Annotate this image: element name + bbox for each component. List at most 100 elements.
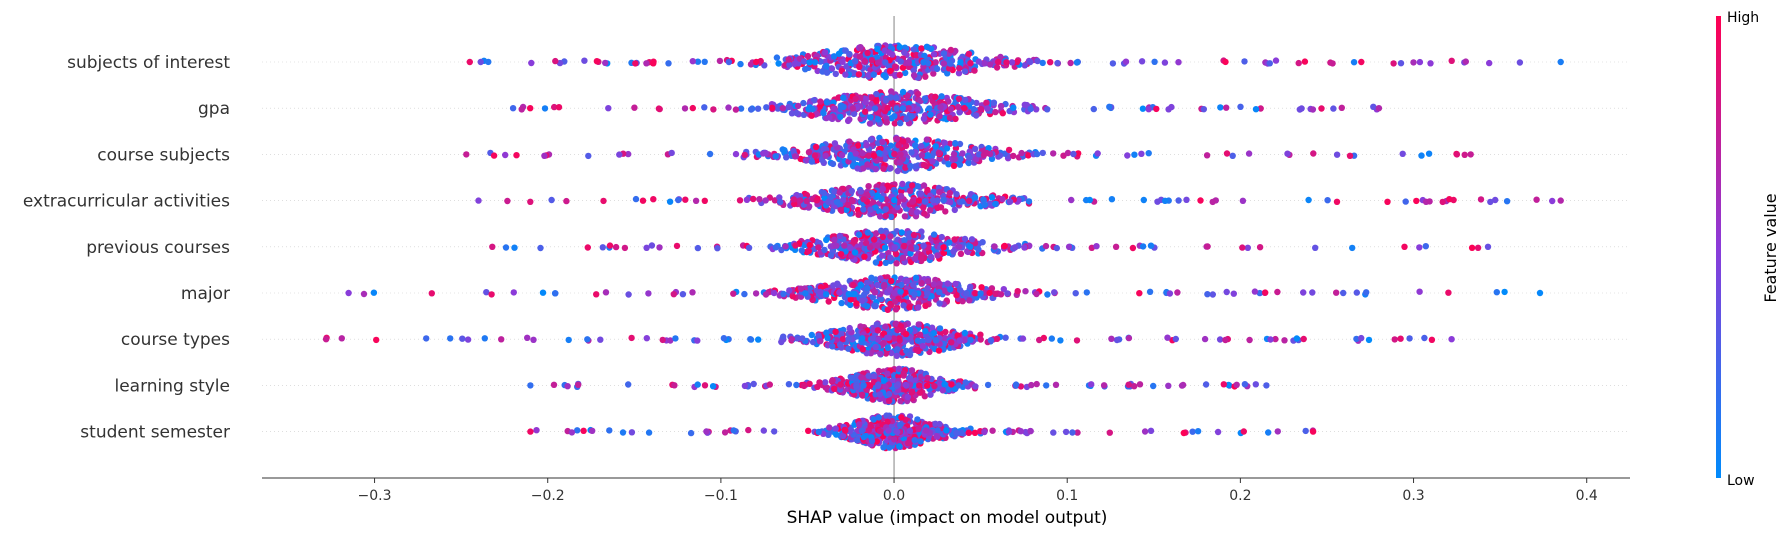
shap-point — [888, 277, 895, 285]
shap-point — [1217, 104, 1224, 111]
shap-point — [932, 59, 939, 66]
shap-point — [797, 197, 804, 204]
shap-point — [924, 374, 931, 382]
shap-point — [902, 381, 909, 389]
shap-point — [868, 437, 876, 445]
shap-point — [952, 280, 959, 288]
shap-point — [864, 284, 871, 292]
colorbar: High Low Feature value — [1716, 10, 1780, 489]
shap-point — [911, 163, 919, 170]
shap-point — [1446, 196, 1453, 203]
shap-point — [899, 64, 907, 71]
shap-point — [861, 58, 868, 65]
shap-point — [701, 382, 709, 389]
x-tick-label: 0.4 — [1576, 488, 1598, 504]
shap-point — [908, 388, 916, 396]
shap-point — [951, 236, 958, 243]
shap-point — [1000, 286, 1007, 293]
shap-point — [852, 150, 859, 157]
shap-point — [679, 291, 687, 298]
shap-point — [816, 338, 824, 345]
shap-point — [1370, 103, 1377, 111]
shap-point — [839, 197, 847, 204]
x-tick-label: −0.1 — [704, 488, 738, 504]
shap-point — [887, 213, 895, 220]
shap-point — [879, 185, 887, 193]
shap-point — [957, 250, 965, 257]
shap-point — [933, 65, 941, 73]
shap-point — [934, 197, 941, 204]
shap-point — [1014, 288, 1021, 295]
shap-point — [1036, 336, 1043, 344]
shap-point — [863, 279, 871, 286]
shap-point — [984, 381, 992, 389]
shap-point — [817, 284, 825, 291]
shap-point — [882, 244, 889, 251]
shap-point — [1204, 291, 1211, 298]
shap-point — [1293, 335, 1301, 342]
shap-point — [951, 206, 958, 214]
shap-point — [906, 326, 914, 334]
shap-point — [852, 58, 859, 65]
shap-point — [946, 189, 953, 197]
shap-point — [855, 71, 863, 78]
shap-point — [833, 431, 840, 438]
shap-point — [857, 281, 865, 289]
shap-point — [668, 149, 675, 157]
shap-point — [852, 95, 859, 103]
shap-point — [1033, 290, 1040, 298]
shap-point — [918, 45, 925, 52]
shap-point — [824, 334, 831, 342]
shap-point — [1147, 242, 1155, 249]
shap-point — [853, 300, 860, 307]
shap-point — [602, 289, 610, 296]
feature-label: course subjects — [97, 145, 230, 165]
shap-point — [600, 197, 607, 205]
shap-point — [1439, 198, 1446, 206]
shap-point — [880, 444, 887, 451]
shap-point — [777, 198, 784, 206]
shap-point — [924, 152, 931, 159]
shap-point — [1467, 151, 1474, 158]
shap-point — [1106, 103, 1113, 111]
shap-point — [1448, 336, 1455, 343]
shap-point — [1263, 382, 1270, 389]
shap-point — [533, 427, 540, 434]
shap-point — [791, 153, 799, 160]
shap-point — [1052, 381, 1060, 388]
shap-point — [741, 290, 748, 298]
shap-point — [1493, 289, 1501, 296]
shap-point — [839, 432, 847, 440]
shap-point — [1453, 151, 1461, 158]
shap-point — [1225, 381, 1232, 389]
shap-point — [1043, 382, 1050, 389]
shap-point — [952, 140, 959, 147]
shap-point — [786, 61, 793, 69]
shap-point — [701, 104, 708, 111]
colorbar-low-label: Low — [1727, 473, 1755, 489]
shap-point — [1108, 335, 1115, 342]
shap-point — [868, 274, 875, 281]
shap-point — [991, 243, 998, 250]
shap-point — [1019, 335, 1027, 342]
shap-point — [917, 255, 925, 262]
shap-point — [1230, 290, 1238, 297]
shap-point — [986, 61, 994, 68]
shap-point — [832, 70, 839, 78]
shap-point — [967, 60, 974, 67]
shap-point — [901, 242, 908, 250]
shap-point — [1086, 196, 1094, 204]
shap-point — [875, 59, 882, 66]
shap-point — [875, 116, 882, 123]
shap-point — [841, 242, 848, 249]
shap-point — [682, 196, 689, 203]
shap-point — [877, 275, 884, 282]
shap-point — [510, 289, 517, 296]
shap-point — [1363, 289, 1370, 296]
shap-point — [947, 105, 955, 113]
shap-point — [1164, 334, 1171, 341]
shap-point — [833, 242, 840, 249]
shap-point — [936, 113, 943, 120]
shap-point — [370, 289, 378, 296]
shap-point — [701, 197, 708, 204]
